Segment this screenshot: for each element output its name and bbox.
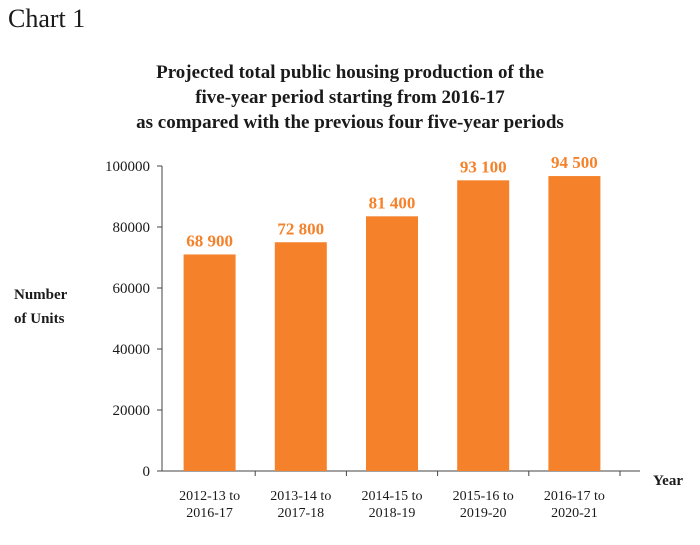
x-category-label: 2016-17 to xyxy=(544,489,605,504)
y-tick-label: 80000 xyxy=(113,220,151,236)
bar-data-label: 68 900 xyxy=(186,231,233,250)
chart-title-line-1: Projected total public housing productio… xyxy=(156,62,544,83)
y-tick-label: 20000 xyxy=(113,403,151,419)
y-tick-label: 0 xyxy=(143,464,151,480)
x-category-label: 2019-20 xyxy=(460,506,507,521)
bar xyxy=(366,216,418,471)
x-axis-categories: 2012-13 to 2016-17 2013-14 to 2017-18 2014-1… xyxy=(179,471,621,521)
chart-title-line-2: five-year period starting from 2016-17 xyxy=(195,87,505,108)
y-axis-label-line-2: of Units xyxy=(14,311,65,327)
bar-data-label: 94 500 xyxy=(551,153,598,172)
x-category-label: 2020-21 xyxy=(551,506,598,521)
x-axis-label: Year xyxy=(653,473,683,489)
y-axis-label-line-1: Number xyxy=(14,287,68,303)
chart-number-label: Chart 1 xyxy=(8,4,86,33)
y-tick-label: 100000 xyxy=(105,159,150,175)
x-category-label: 2012-13 to xyxy=(179,489,240,504)
chart-title: Projected total public housing productio… xyxy=(90,60,610,135)
bar-data-label: 72 800 xyxy=(277,219,324,238)
bar-data-label: 81 400 xyxy=(369,193,416,212)
x-category-label: 2015-16 to xyxy=(453,489,514,504)
bar xyxy=(457,180,510,471)
y-tick-label: 40000 xyxy=(113,342,151,358)
bar-data-label: 93 100 xyxy=(460,157,507,176)
x-category-label: 2016-17 xyxy=(186,506,233,521)
bar xyxy=(183,254,236,471)
bars: 68 900 72 800 81 400 93 100 94 500 xyxy=(183,153,601,471)
x-category-label: 2013-14 to xyxy=(270,489,331,504)
bar xyxy=(274,242,327,471)
x-category-label: 2017-18 xyxy=(277,506,324,521)
y-tick-label: 60000 xyxy=(113,281,151,297)
x-category-label: 2018-19 xyxy=(369,506,416,521)
x-category-label: 2014-15 to xyxy=(361,489,422,504)
chart-title-line-3: as compared with the previous four five-… xyxy=(136,112,564,133)
bar xyxy=(548,176,601,471)
y-axis-label: Number of Units xyxy=(14,283,67,331)
